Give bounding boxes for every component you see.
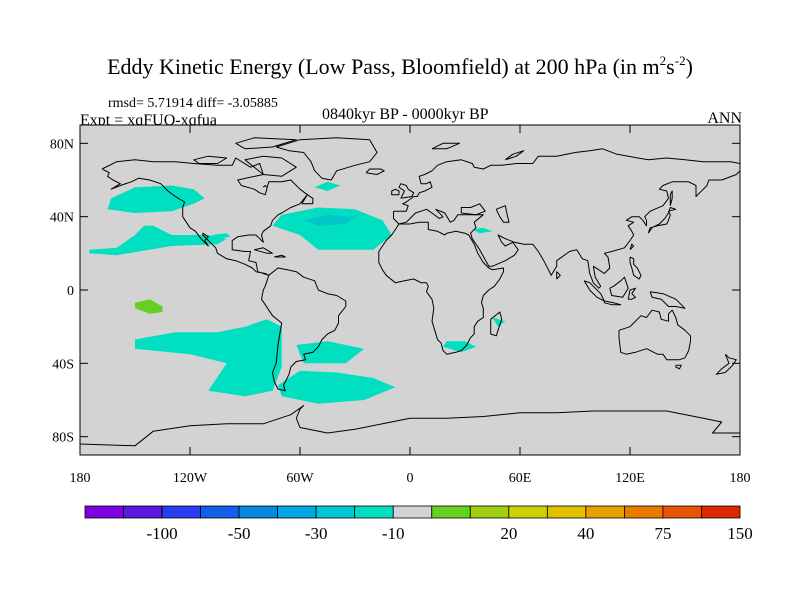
chart-title: Eddy Kinetic Energy (Low Pass, Bloomfiel… (0, 54, 800, 80)
anomaly-baja-strip (212, 233, 231, 239)
title-sup-1: 2 (659, 53, 667, 68)
anomaly-south-atlantic-storm (278, 370, 396, 404)
coastline-iceland (365, 168, 385, 175)
coastline-tasmania (675, 364, 682, 370)
coastline-java (603, 300, 622, 306)
coastline-madagascar-coast (490, 311, 503, 337)
coastline-newfoundland (301, 194, 314, 205)
colorbar-swatch (315, 505, 356, 519)
coastline-black-sea (460, 203, 486, 216)
coastline-caspian-sea (495, 205, 510, 223)
lat-tick-label: 0 (67, 284, 74, 299)
title-main: Eddy Kinetic Energy (Low Pass, Bloomfiel… (107, 54, 660, 79)
anomaly-north-pacific (107, 185, 205, 213)
colorbar-swatch (84, 505, 124, 519)
coastline-hispaniola (274, 254, 286, 258)
anomaly-subtropical-pacific (89, 225, 227, 256)
axis-ticks: 80N 40N 0 40S 80S 180 120W 60W 0 60E 120E 180 (50, 125, 751, 486)
anomaly-south-pacific-east (135, 319, 282, 397)
coastline-south-america (261, 267, 347, 392)
coastline-north-america (101, 157, 308, 276)
colorbar-swatch (161, 505, 201, 519)
coastline-layer (80, 137, 740, 447)
map-background (80, 125, 740, 455)
colorbar-label: 40 (577, 524, 594, 543)
coastline-greenland (276, 137, 378, 181)
coastline-new-guinea (649, 291, 686, 309)
colorbar-swatch (701, 505, 741, 519)
season-label: ANN (707, 110, 742, 127)
period-label: 0840kyr BP - 0000kyr BP (322, 106, 489, 123)
title-sup-2: -2 (674, 53, 686, 68)
colorbar-swatch (585, 505, 625, 519)
coastline-sakhalin (669, 190, 673, 206)
lat-tick-label: 80S (52, 431, 74, 446)
colorbar-label: 20 (500, 524, 517, 543)
colorbar-swatch (546, 505, 587, 519)
coastline-svalbard (431, 142, 460, 150)
colorbar-swatch (469, 505, 510, 519)
anomaly-north-atlantic (272, 207, 392, 250)
colorbar: -100 -50 -30 -10 20 40 75 150 (84, 505, 753, 543)
colorbar-label: -50 (228, 524, 251, 543)
colorbar-swatch (662, 505, 702, 519)
colorbar-swatch (277, 505, 317, 519)
lon-tick-label: 180 (730, 471, 751, 486)
colorbar-label: -100 (146, 524, 177, 543)
lat-tick-label: 40S (52, 357, 74, 372)
coastline-sri-lanka (556, 271, 561, 280)
colorbar-label: -30 (305, 524, 328, 543)
coastline-eurasia (393, 148, 740, 289)
coastline-japan (647, 207, 677, 234)
stats-text: rmsd= 5.71914 diff= -3.05885 (108, 96, 278, 111)
lon-tick-label: 120W (173, 471, 208, 486)
colorbar-swatch (624, 505, 664, 519)
anomaly-madagascar (492, 317, 506, 327)
coastline-cuba (254, 247, 273, 254)
coastline-victoria-island (193, 155, 228, 164)
anomaly-tropical-pacific-positive (135, 299, 163, 314)
colorbar-swatch (200, 505, 240, 519)
coastline-hudson-bay-belcher (262, 185, 268, 188)
coastline-antarctica (80, 405, 740, 447)
lat-tick-label: 80N (50, 137, 74, 152)
colorbar-swatch (392, 505, 433, 519)
anomaly-layer (89, 181, 506, 404)
coastline-africa (378, 221, 504, 355)
colorbar-swatch (354, 505, 394, 519)
anomaly-greenland-sea (314, 181, 341, 191)
anomaly-south-atlantic (296, 341, 365, 364)
coastline-sulawesi (627, 287, 636, 300)
coastline-new-zealand (715, 353, 737, 375)
coastline-australia (618, 309, 691, 361)
coastline-philippines (629, 256, 642, 280)
colorbar-swatch (508, 505, 548, 519)
colorbar-label: 75 (654, 524, 671, 543)
title-end: ) (685, 54, 693, 79)
coastline-baffin-island (244, 155, 297, 177)
anomaly-north-atlantic-core (303, 214, 355, 226)
coastline-novaya-zemlya (505, 150, 525, 161)
lon-tick-label: 180 (70, 471, 91, 486)
lon-tick-label: 120E (615, 471, 645, 486)
title-mid: s (666, 54, 675, 79)
coastline-taiwan (629, 243, 635, 251)
coastline-uk (398, 183, 415, 199)
coastline-ireland (391, 188, 400, 196)
colorbar-swatch (431, 505, 471, 519)
lat-tick-label: 40N (50, 211, 74, 226)
lon-tick-label: 60W (286, 471, 314, 486)
colorbar-swatch (123, 505, 163, 519)
coastline-ellesmere (235, 137, 297, 150)
colorbar-swatch (238, 505, 279, 519)
anomaly-arabian (472, 227, 493, 234)
colorbar-label: 150 (727, 524, 753, 543)
lon-tick-label: 60E (509, 471, 532, 486)
colorbar-label: -10 (382, 524, 405, 543)
lon-tick-label: 0 (407, 471, 414, 486)
coastline-borneo (609, 276, 629, 298)
